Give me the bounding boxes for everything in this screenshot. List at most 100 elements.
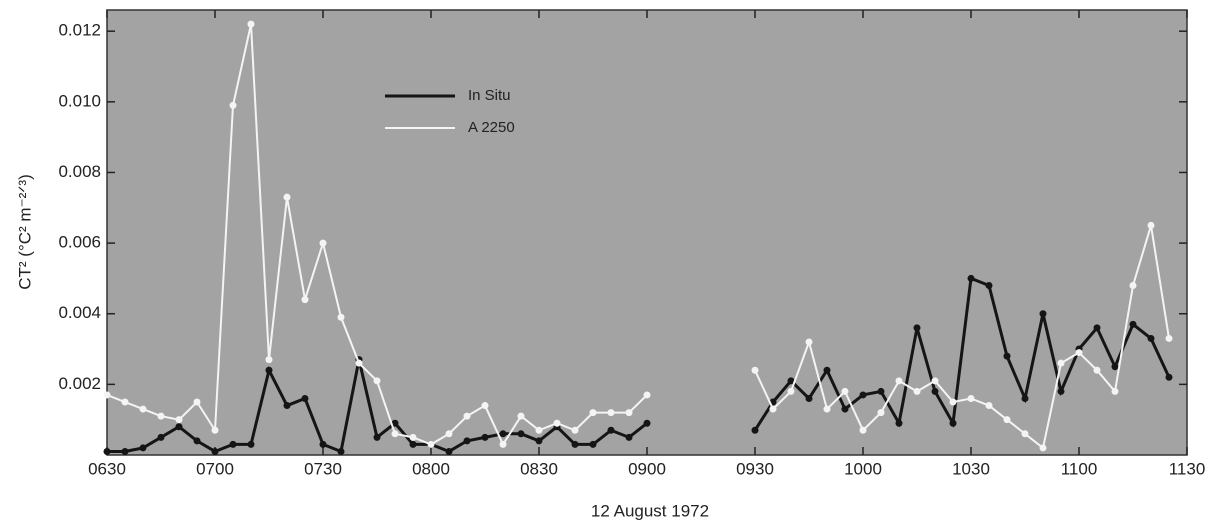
data-point: [1021, 430, 1029, 438]
data-point: [517, 412, 525, 420]
x-tick-label: 0830: [520, 459, 558, 478]
data-point: [607, 426, 615, 434]
data-point: [535, 437, 543, 445]
data-point: [391, 430, 399, 438]
data-point: [373, 433, 381, 441]
data-point: [877, 409, 885, 417]
data-point: [517, 430, 525, 438]
data-point: [841, 405, 849, 413]
x-tick-label: 0930: [736, 459, 774, 478]
data-point: [121, 447, 129, 455]
data-point: [589, 440, 597, 448]
data-point: [1147, 221, 1155, 229]
data-point: [1057, 387, 1065, 395]
data-point: [625, 433, 633, 441]
data-point: [895, 377, 903, 385]
data-point: [409, 440, 417, 448]
data-point: [247, 20, 255, 28]
legend-label: A 2250: [468, 119, 515, 136]
data-point: [139, 444, 147, 452]
x-tick-label: 1100: [1061, 459, 1098, 478]
data-point: [355, 359, 363, 367]
data-point: [445, 447, 453, 455]
x-tick-label: 1030: [952, 459, 990, 478]
data-point: [157, 412, 165, 420]
data-point: [1003, 352, 1011, 360]
data-point: [319, 440, 327, 448]
data-point: [625, 409, 633, 417]
data-point: [103, 447, 111, 455]
y-tick-label: 0.004: [58, 303, 101, 322]
data-point: [1057, 359, 1065, 367]
data-point: [265, 366, 273, 374]
data-point: [175, 423, 183, 431]
data-point: [409, 433, 417, 441]
data-point: [1165, 334, 1173, 342]
data-point: [463, 437, 471, 445]
data-point: [1147, 334, 1155, 342]
data-point: [427, 440, 435, 448]
data-point: [481, 402, 489, 410]
data-point: [1111, 363, 1119, 371]
data-point: [193, 398, 201, 406]
data-point: [877, 387, 885, 395]
data-point: [751, 366, 759, 374]
data-point: [607, 409, 615, 417]
data-point: [211, 426, 219, 434]
data-point: [859, 426, 867, 434]
data-point: [823, 366, 831, 374]
data-point: [445, 430, 453, 438]
data-point: [1129, 320, 1137, 328]
data-point: [1075, 349, 1083, 357]
x-tick-label: 0630: [88, 459, 126, 478]
data-point: [175, 416, 183, 424]
legend-label: In Situ: [468, 87, 511, 104]
data-point: [193, 437, 201, 445]
data-point: [931, 377, 939, 385]
data-point: [769, 405, 777, 413]
data-point: [1129, 281, 1137, 289]
data-point: [805, 338, 813, 346]
data-point: [157, 433, 165, 441]
data-point: [1039, 444, 1047, 452]
x-tick-label: 0900: [628, 459, 666, 478]
x-tick-label: 0700: [196, 459, 234, 478]
data-point: [1111, 387, 1119, 395]
x-axis-label: 12 August 1972: [591, 501, 709, 520]
data-point: [535, 426, 543, 434]
data-point: [967, 394, 975, 402]
data-point: [859, 391, 867, 399]
data-point: [337, 447, 345, 455]
x-tick-label: 0730: [304, 459, 342, 478]
data-point: [319, 239, 327, 247]
x-tick-label: 1130: [1169, 459, 1206, 478]
y-axis-label: CT² (°C² m⁻²ᐟ³): [15, 174, 34, 289]
y-tick-label: 0.006: [58, 233, 101, 252]
data-point: [1003, 416, 1011, 424]
data-point: [553, 419, 561, 427]
data-point: [985, 402, 993, 410]
data-point: [337, 313, 345, 321]
data-point: [373, 377, 381, 385]
data-point: [229, 101, 237, 109]
data-point: [1021, 394, 1029, 402]
data-point: [211, 447, 219, 455]
data-point: [229, 440, 237, 448]
data-point: [751, 426, 759, 434]
data-point: [283, 402, 291, 410]
data-point: [1093, 324, 1101, 332]
data-point: [643, 419, 651, 427]
data-point: [841, 387, 849, 395]
data-point: [895, 419, 903, 427]
data-point: [949, 419, 957, 427]
x-tick-label: 1000: [844, 459, 882, 478]
plot-area: [106, 9, 1188, 456]
data-point: [931, 387, 939, 395]
data-point: [949, 398, 957, 406]
data-point: [787, 377, 795, 385]
data-point: [589, 409, 597, 417]
data-point: [787, 387, 795, 395]
data-point: [301, 296, 309, 304]
y-tick-label: 0.010: [58, 91, 101, 110]
